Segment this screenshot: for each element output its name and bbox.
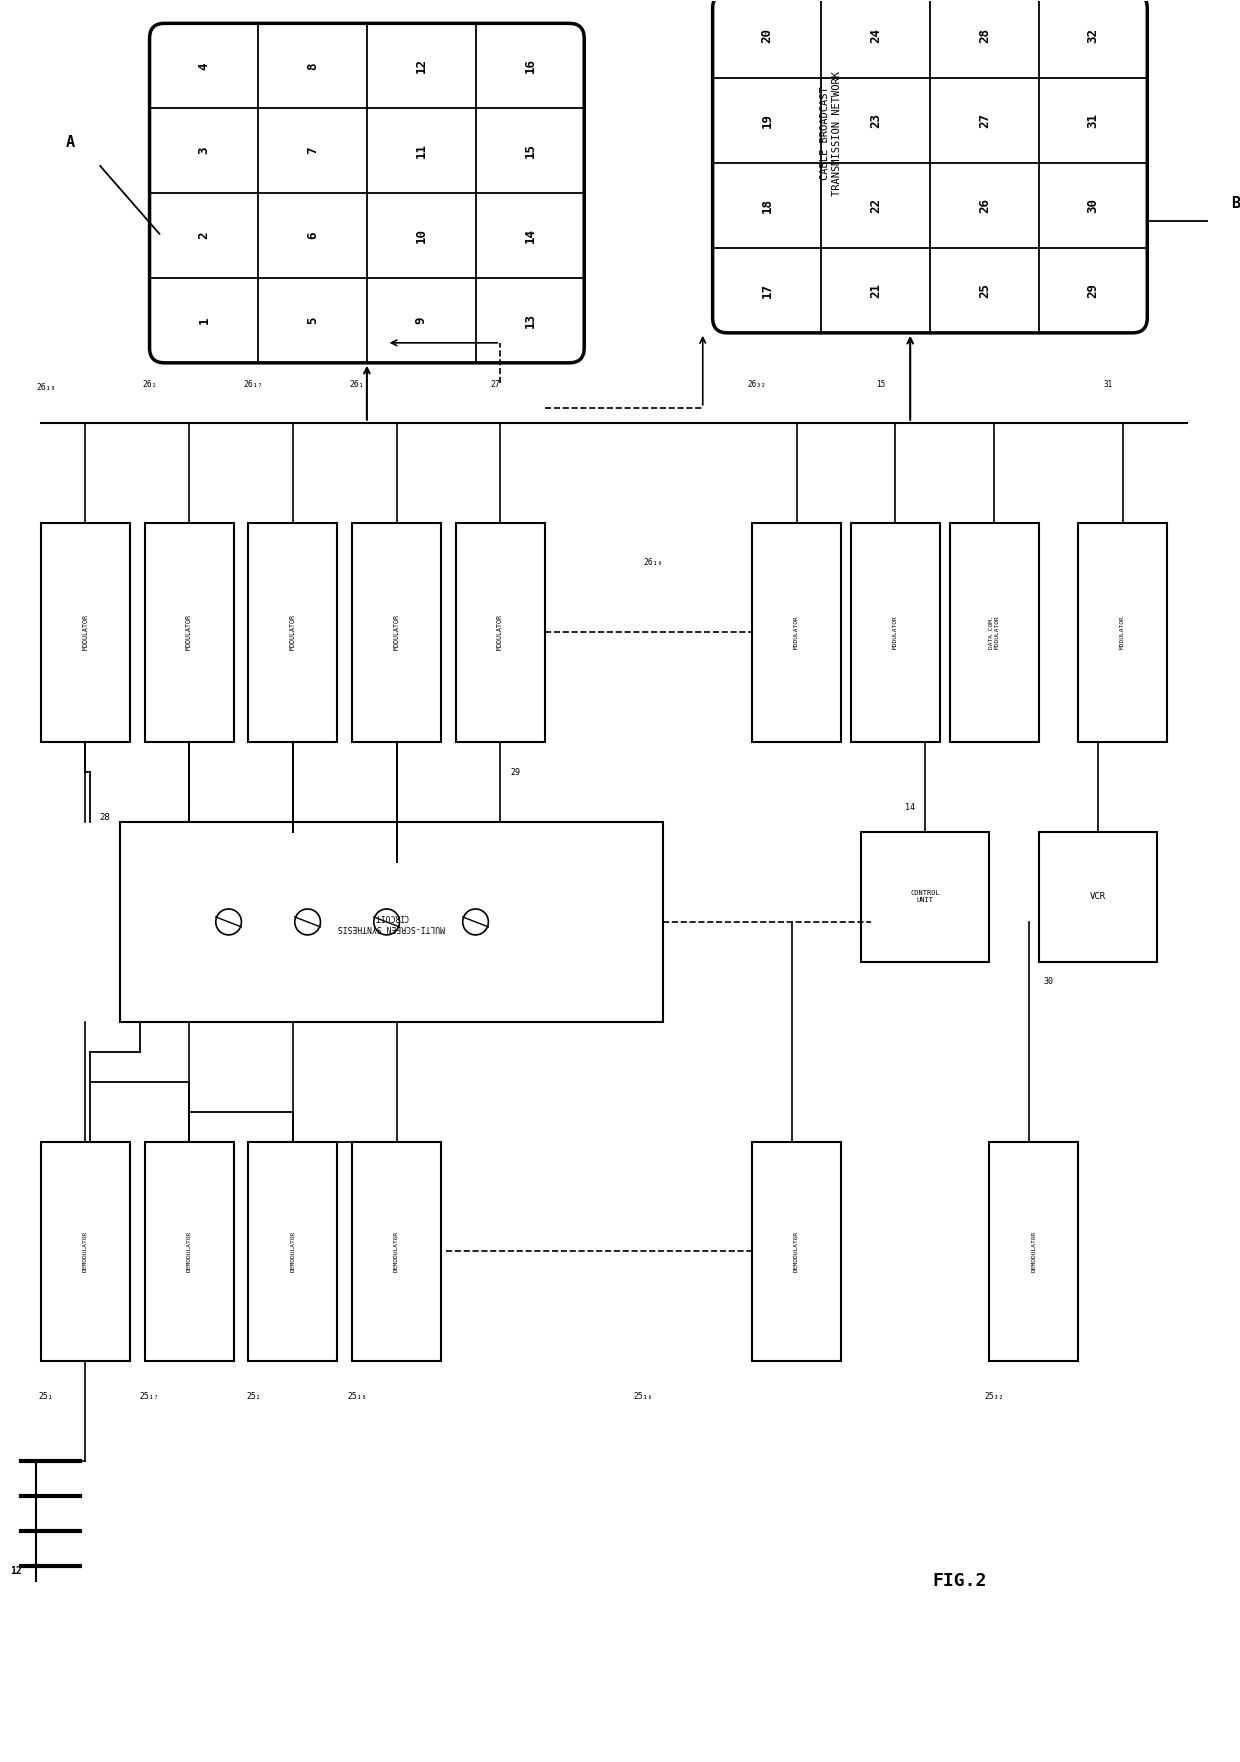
Text: 30: 30 [1086, 197, 1100, 213]
Text: 8: 8 [306, 62, 319, 69]
Text: 25₁: 25₁ [38, 1392, 53, 1401]
Text: VCR: VCR [1090, 893, 1106, 902]
Bar [248, 523, 337, 742]
Text: 1: 1 [197, 317, 211, 324]
Text: 27: 27 [978, 113, 991, 129]
Text: 11: 11 [414, 143, 428, 159]
Text: 27: 27 [491, 381, 500, 389]
Text: DEMODULATOR: DEMODULATOR [1032, 1232, 1037, 1272]
Text: 31: 31 [1086, 113, 1100, 129]
Text: MULTI-SCREEN SYNTHESIS
CIRCUIT: MULTI-SCREEN SYNTHESIS CIRCUIT [339, 913, 445, 932]
Text: 21: 21 [869, 284, 882, 298]
Bar [851, 523, 940, 742]
Text: 28: 28 [99, 812, 110, 821]
Text: MODULATOR: MODULATOR [794, 615, 799, 648]
Text: CABLE BROADCAST
TRANSMISSION NETWORK: CABLE BROADCAST TRANSMISSION NETWORK [821, 70, 842, 196]
Text: 12: 12 [414, 58, 428, 74]
FancyBboxPatch shape [150, 23, 584, 363]
Text: 9: 9 [414, 317, 428, 324]
Text: B: B [1231, 196, 1240, 211]
Bar [1039, 832, 1157, 962]
Text: CONTROL
UNIT: CONTROL UNIT [910, 890, 940, 904]
Text: DEMODULATOR: DEMODULATOR [394, 1232, 399, 1272]
Bar [41, 523, 130, 742]
Text: 32: 32 [1086, 28, 1100, 44]
Text: 12: 12 [10, 1566, 22, 1575]
Bar [456, 523, 544, 742]
Text: 25: 25 [978, 284, 991, 298]
Text: 15: 15 [523, 143, 537, 159]
Text: 14: 14 [905, 803, 915, 812]
Text: 25₁₇: 25₁₇ [140, 1392, 159, 1401]
Text: MODULATOR: MODULATOR [393, 615, 399, 650]
Text: 29: 29 [510, 768, 520, 777]
Text: 15: 15 [875, 381, 885, 389]
Text: 25₁₆: 25₁₆ [634, 1392, 653, 1401]
Text: FIG.2: FIG.2 [932, 1572, 987, 1589]
Bar [990, 1142, 1078, 1362]
Text: 29: 29 [1086, 284, 1100, 298]
Text: 22: 22 [869, 197, 882, 213]
Bar [145, 523, 233, 742]
Bar [352, 1142, 441, 1362]
Text: MODULATOR: MODULATOR [497, 615, 503, 650]
Text: 2: 2 [197, 233, 211, 240]
Text: 18: 18 [760, 197, 774, 213]
Bar [861, 832, 990, 962]
FancyBboxPatch shape [713, 0, 1147, 333]
Text: 25₃₂: 25₃₂ [985, 1392, 1004, 1401]
Bar [248, 1142, 337, 1362]
Text: 19: 19 [760, 113, 774, 129]
Text: 23: 23 [869, 113, 882, 129]
Text: DEMODULATOR: DEMODULATOR [794, 1232, 799, 1272]
Bar [41, 1142, 130, 1362]
Text: 25₂: 25₂ [246, 1392, 260, 1401]
Text: MODULATOR: MODULATOR [290, 615, 296, 650]
Bar [753, 1142, 841, 1362]
Text: 26₂: 26₂ [143, 381, 157, 389]
Text: 7: 7 [306, 146, 319, 155]
Text: 26₁₈: 26₁₈ [36, 384, 56, 393]
Text: 31: 31 [1104, 381, 1112, 389]
Bar [1078, 523, 1167, 742]
Text: 26₁₆: 26₁₆ [644, 559, 663, 567]
Text: MODULATOR: MODULATOR [1120, 615, 1125, 648]
Bar [352, 523, 441, 742]
Text: 26₃₂: 26₃₂ [748, 381, 766, 389]
Text: 28: 28 [978, 28, 991, 44]
Text: 25₁₈: 25₁₈ [347, 1392, 367, 1401]
Text: A: A [66, 134, 76, 150]
Text: 30: 30 [1044, 978, 1054, 987]
Text: 16: 16 [523, 58, 537, 74]
Text: 3: 3 [197, 146, 211, 155]
Text: 13: 13 [523, 314, 537, 328]
Text: 24: 24 [869, 28, 882, 44]
Text: 20: 20 [760, 28, 774, 44]
Bar [950, 523, 1039, 742]
Text: 10: 10 [414, 227, 428, 243]
Bar [145, 1142, 233, 1362]
Bar [753, 523, 841, 742]
Text: MODULATOR: MODULATOR [893, 615, 898, 648]
Text: DEMODULATOR: DEMODULATOR [186, 1232, 191, 1272]
Bar [120, 823, 663, 1022]
Text: 26: 26 [978, 197, 991, 213]
Text: MODULATOR: MODULATOR [186, 615, 192, 650]
Text: 6: 6 [306, 233, 319, 240]
Text: 26₁₇: 26₁₇ [243, 381, 263, 389]
Text: 5: 5 [306, 317, 319, 324]
Text: 26₁: 26₁ [350, 381, 365, 389]
Text: 4: 4 [197, 62, 211, 69]
Text: 14: 14 [523, 227, 537, 243]
Text: DEMODULATOR: DEMODULATOR [83, 1232, 88, 1272]
Text: 17: 17 [760, 284, 774, 298]
Text: DATA COM.
MODULATOR: DATA COM. MODULATOR [988, 615, 999, 648]
Text: DEMODULATOR: DEMODULATOR [290, 1232, 295, 1272]
Text: MODULATOR: MODULATOR [82, 615, 88, 650]
